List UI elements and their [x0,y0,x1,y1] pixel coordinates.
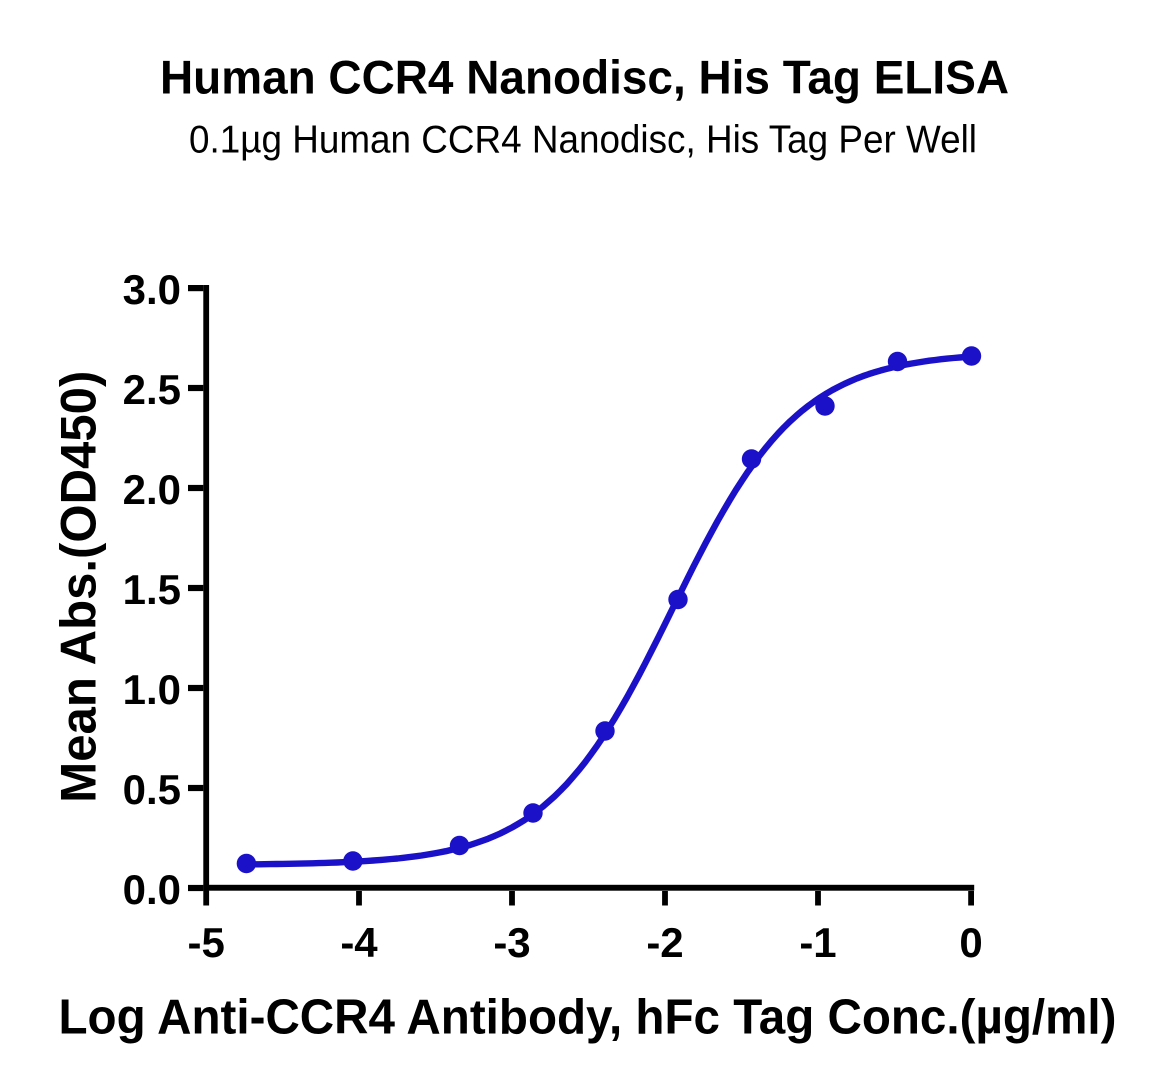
svg-text:Log Anti-CCR4 Antibody, hFc Ta: Log Anti-CCR4 Antibody, hFc Tag Conc.(µg… [59,990,1117,1044]
svg-text:-5: -5 [188,919,225,966]
svg-text:0.5: 0.5 [123,766,181,813]
svg-text:-3: -3 [493,919,530,966]
svg-text:1.0: 1.0 [123,666,181,713]
svg-text:2.0: 2.0 [123,466,181,513]
svg-text:-1: -1 [799,919,836,966]
svg-text:-2: -2 [646,919,683,966]
svg-text:0.1µg Human CCR4 Nanodisc, His: 0.1µg Human CCR4 Nanodisc, His Tag Per W… [189,118,977,161]
svg-text:3.0: 3.0 [123,266,181,313]
svg-text:-4: -4 [340,919,378,966]
svg-text:0: 0 [959,919,982,966]
svg-text:1.5: 1.5 [123,566,181,613]
svg-text:Mean Abs.(OD450): Mean Abs.(OD450) [50,371,106,803]
svg-text:0.0: 0.0 [123,866,181,913]
svg-text:Human CCR4 Nanodisc, His Tag E: Human CCR4 Nanodisc, His Tag ELISA [160,51,1009,104]
svg-text:2.5: 2.5 [123,366,181,413]
